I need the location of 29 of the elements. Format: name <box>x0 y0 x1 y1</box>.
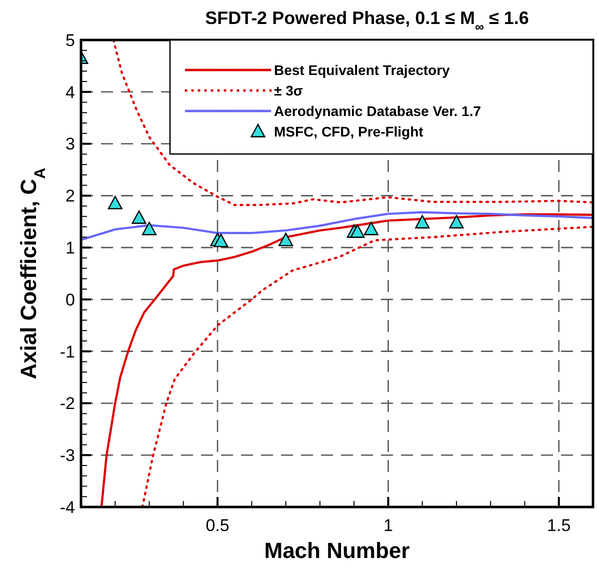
y-tick-label: 5 <box>66 30 75 50</box>
y-tick-label: 4 <box>66 82 75 102</box>
legend-label: MSFC, CFD, Pre-Flight <box>274 123 424 140</box>
legend-label: Best Equivalent Trajectory <box>274 62 450 78</box>
point <box>214 234 228 248</box>
x-axis-title: Mach Number <box>264 538 410 563</box>
y-tick-label: -3 <box>60 446 75 466</box>
point <box>449 215 464 228</box>
point <box>364 222 378 236</box>
x-tick-label: 1.5 <box>547 516 571 535</box>
x-tick-label: 0.5 <box>206 516 230 535</box>
y-tick-label: 0 <box>66 290 75 310</box>
point <box>132 210 146 224</box>
y-tick-label: 1 <box>66 238 75 258</box>
legend-label: ± 3σ <box>274 82 304 98</box>
point <box>108 196 122 210</box>
y-tick-label: 2 <box>66 186 75 206</box>
point <box>142 222 157 236</box>
point <box>278 232 294 246</box>
y-tick-label: 3 <box>66 134 75 154</box>
legend-label: Aerodynamic Database Ver. 1.7 <box>274 102 482 119</box>
point <box>350 224 365 238</box>
x-tick-label: 1 <box>383 516 393 535</box>
point <box>415 215 430 228</box>
chart-title: SFDT-2 Powered Phase, 0.1 ≤ M$_{∞}$ ≤ 1.6 <box>205 8 529 34</box>
y-tick-label: -2 <box>60 394 75 414</box>
y-tick-label: -1 <box>60 342 75 362</box>
line-series <box>112 40 593 206</box>
y-tick-label: -4 <box>60 498 75 517</box>
